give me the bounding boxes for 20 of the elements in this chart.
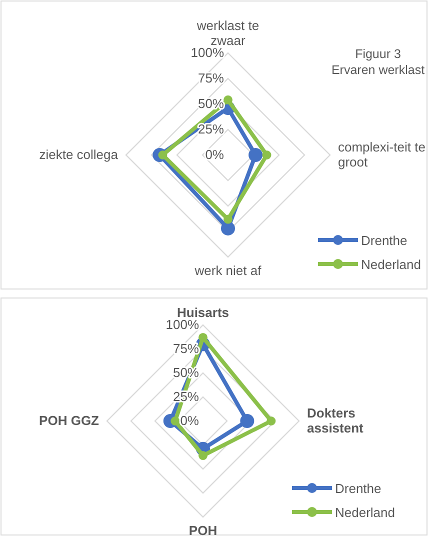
spoke-label: Dokters assistent (307, 406, 364, 436)
y-tick-label: 0% (205, 147, 224, 162)
y-tick-label: 25% (198, 122, 224, 136)
y-tick-label: 75% (198, 70, 224, 86)
spoke-label: Huisarts (176, 305, 230, 320)
y-tick-label: 100% (166, 317, 200, 332)
spoke-label: POH GGZ (39, 413, 100, 428)
y-tick-label: 50% (198, 96, 224, 111)
legend-label: Drenthe (361, 233, 408, 248)
spoke-label: werk niet af (194, 263, 262, 278)
text: Figuur 3 Ervaren werklast (331, 47, 426, 77)
spoke-label: POH (188, 523, 218, 536)
legend-label: Drenthe (335, 481, 382, 496)
y-tick-label: 0% (180, 413, 200, 428)
legend-label: Nederland (361, 257, 421, 272)
legend-label: Nederland (335, 505, 395, 520)
y-tick-label: 100% (190, 45, 224, 60)
spoke-label: complexi-teit te groot (338, 140, 426, 170)
spoke-label: ziekte collega (39, 147, 119, 162)
spoke-label: werklast te zwaar (196, 18, 260, 48)
